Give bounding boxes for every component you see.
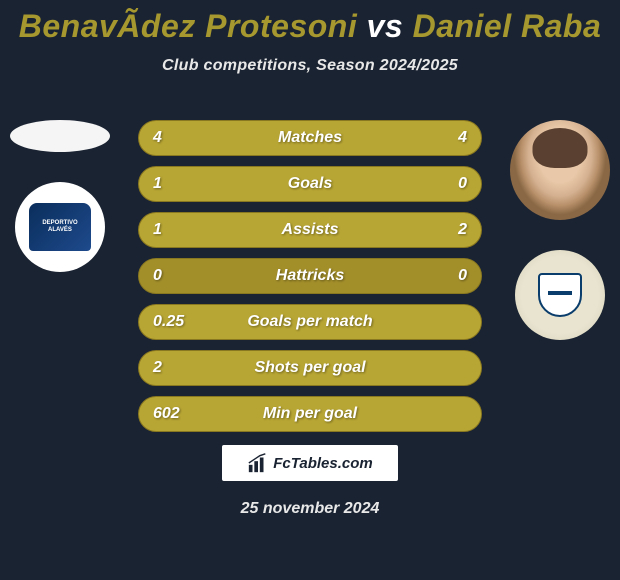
player1-club-badge: DEPORTIVOALAVÉS	[15, 182, 105, 272]
footer-date: 25 november 2024	[241, 500, 380, 518]
stat-row: 0 0 Hattricks	[138, 258, 482, 294]
stat-row: 602 Min per goal	[138, 396, 482, 432]
player1-name: BenavÃ­dez Protesoni	[19, 8, 357, 44]
player2-avatar	[510, 120, 610, 220]
fctables-chart-icon	[247, 452, 269, 474]
stat-label: Matches	[278, 129, 342, 147]
stat-value-left: 1	[153, 175, 162, 193]
stat-label: Shots per goal	[254, 359, 365, 377]
stat-value-right: 0	[458, 175, 467, 193]
leganes-badge-icon	[538, 273, 582, 317]
fctables-logo: FcTables.com	[222, 445, 398, 481]
stat-value-left: 2	[153, 359, 162, 377]
stat-row: 4 4 Matches	[138, 120, 482, 156]
player2-name: Daniel Raba	[413, 8, 602, 44]
right-avatars	[510, 120, 610, 340]
fctables-logo-text: FcTables.com	[273, 455, 372, 472]
stat-value-right: 0	[458, 267, 467, 285]
left-avatars: DEPORTIVOALAVÉS	[10, 120, 110, 272]
stat-row: 2 Shots per goal	[138, 350, 482, 386]
stat-value-left: 602	[153, 405, 180, 423]
stat-value-right: 2	[458, 221, 467, 239]
stat-value-left: 4	[153, 129, 162, 147]
stat-value-right: 4	[458, 129, 467, 147]
stat-label: Min per goal	[263, 405, 357, 423]
player1-avatar-placeholder	[10, 120, 110, 152]
stat-label: Goals per match	[247, 313, 372, 331]
stat-row: 1 2 Assists	[138, 212, 482, 248]
stat-label: Hattricks	[276, 267, 344, 285]
comparison-title: BenavÃ­dez Protesoni vs Daniel Raba	[0, 0, 620, 45]
stat-row: 0.25 Goals per match	[138, 304, 482, 340]
stat-value-left: 0.25	[153, 313, 184, 331]
player2-club-badge	[515, 250, 605, 340]
alaves-badge-icon: DEPORTIVOALAVÉS	[29, 203, 91, 251]
stat-value-left: 1	[153, 221, 162, 239]
subtitle: Club competitions, Season 2024/2025	[0, 57, 620, 75]
stat-label: Assists	[282, 221, 339, 239]
stat-row: 1 0 Goals	[138, 166, 482, 202]
vs-text: vs	[367, 8, 404, 44]
stat-value-left: 0	[153, 267, 162, 285]
stats-area: 4 4 Matches 1 0 Goals 1 2 Assists 0 0 Hattricks 0.25…	[138, 120, 482, 442]
stat-label: Goals	[288, 175, 332, 193]
alaves-badge-text: DEPORTIVOALAVÉS	[42, 220, 77, 234]
